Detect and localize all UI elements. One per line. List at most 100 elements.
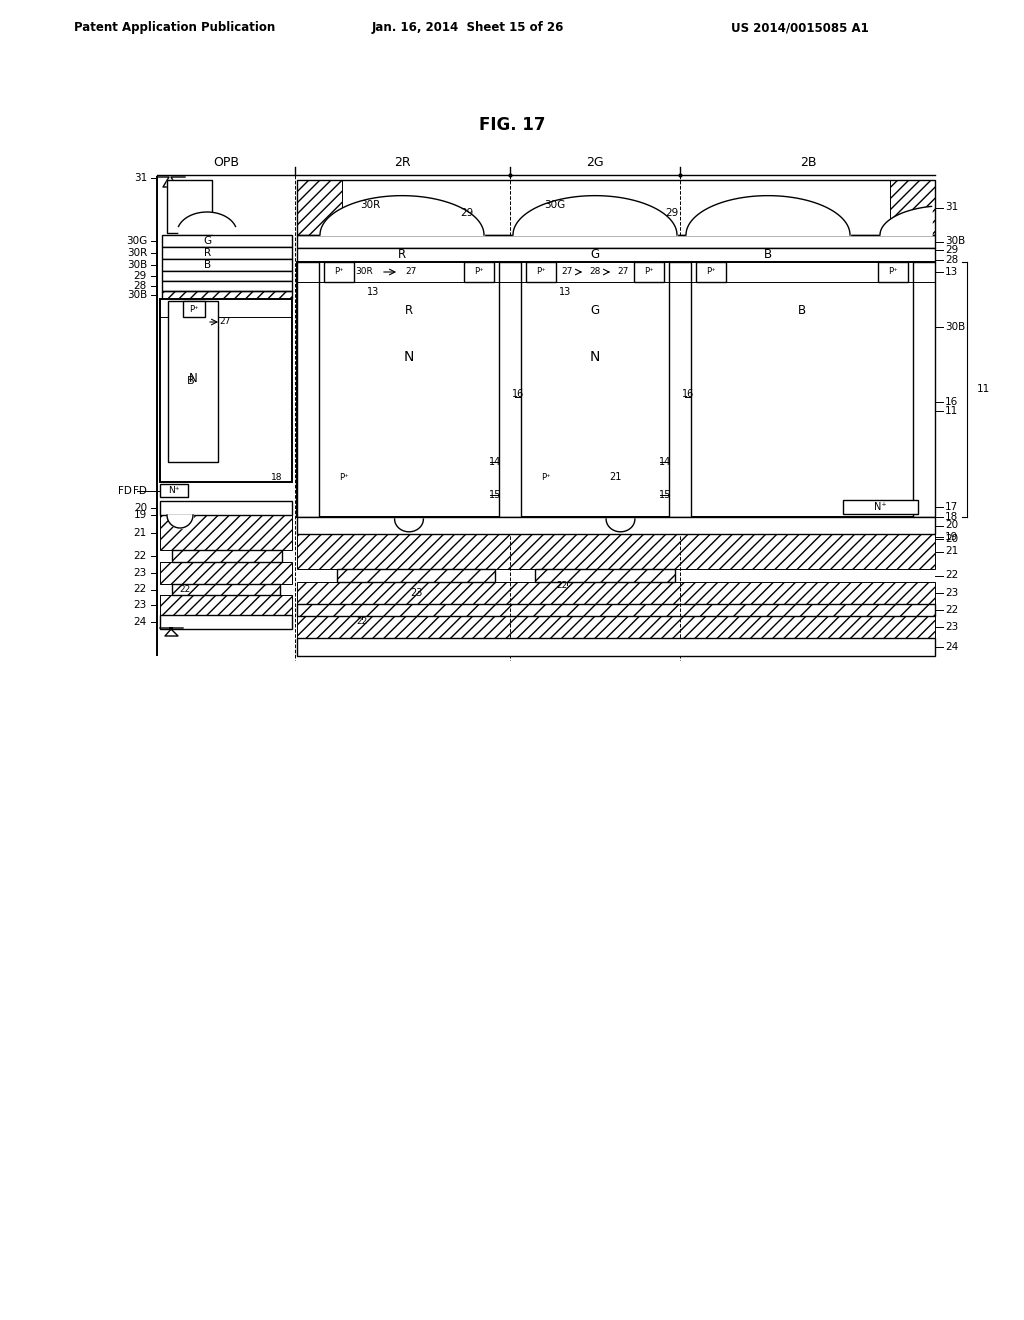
Bar [297,180,935,235]
Text: 24: 24 [134,616,147,627]
Text: P⁺: P⁺ [707,268,716,276]
Bar [297,261,319,517]
Bar [324,261,354,282]
Bar [535,569,675,582]
Text: 15: 15 [488,490,501,500]
Bar [297,180,342,235]
Text: 14: 14 [658,457,671,467]
Text: 27: 27 [219,318,230,326]
Bar [160,562,292,583]
Text: 30R: 30R [355,268,373,276]
Text: 29: 29 [945,246,958,255]
Bar [696,261,726,282]
Text: 15: 15 [658,490,671,500]
Bar [160,515,292,550]
Bar [634,261,664,282]
Text: 30R: 30R [127,248,147,257]
Text: 23: 23 [134,601,147,610]
Text: 18: 18 [271,473,283,482]
Bar [160,595,292,615]
Polygon shape [167,180,212,234]
Bar [297,235,935,248]
Text: N⁺: N⁺ [168,486,180,495]
Text: 22: 22 [945,570,958,581]
Text: 30B: 30B [945,322,966,333]
Text: 28: 28 [134,281,147,290]
Text: 14: 14 [488,457,501,467]
Text: FIG. 17: FIG. 17 [479,116,545,135]
Bar [162,247,292,259]
Text: 29: 29 [134,271,147,281]
Bar [160,300,292,482]
Bar [160,484,188,498]
Bar [297,582,935,605]
Bar [160,515,292,550]
Text: P⁺: P⁺ [474,268,483,276]
Bar [162,281,292,290]
Bar [162,271,292,281]
Text: 16: 16 [945,397,958,408]
Text: R: R [404,304,413,317]
Text: 30G: 30G [545,199,565,210]
Bar [162,290,292,300]
Text: 27: 27 [406,268,417,276]
Text: B: B [186,376,195,387]
Text: N: N [590,350,600,364]
Text: 28: 28 [945,255,958,265]
Text: 30B: 30B [945,236,966,247]
Text: 27: 27 [561,268,572,276]
Text: 11: 11 [977,384,990,395]
Bar [168,301,218,462]
Text: 2R: 2R [393,157,411,169]
Bar [526,261,556,282]
Text: 22: 22 [356,616,368,626]
Bar [297,261,319,517]
Bar [297,517,935,535]
Text: 16: 16 [682,389,694,399]
Bar [913,261,935,517]
Bar [162,259,292,271]
Text: P⁺: P⁺ [189,305,199,314]
Text: 21: 21 [609,473,622,482]
Text: 19: 19 [134,510,147,520]
Bar [183,301,205,317]
Bar [669,261,691,517]
Bar [337,569,495,582]
Text: N⁺: N⁺ [874,502,887,512]
Text: 27: 27 [617,268,629,276]
Text: 29: 29 [666,209,679,218]
Bar [297,616,935,638]
Text: G: G [591,304,600,317]
Text: B: B [798,304,806,317]
Text: 30B: 30B [127,260,147,271]
Text: 24: 24 [945,642,958,652]
Text: P⁺: P⁺ [537,268,546,276]
Bar [297,616,935,638]
Text: P⁺: P⁺ [644,268,653,276]
Text: 17: 17 [945,502,958,512]
Text: 13: 13 [559,286,571,297]
Bar [499,261,521,517]
Text: 20: 20 [945,535,958,544]
Text: 31: 31 [134,173,147,183]
Text: N: N [403,350,414,364]
Bar [160,615,292,630]
Text: 23: 23 [945,622,958,632]
Text: 11: 11 [945,407,958,416]
Text: 31: 31 [945,202,958,213]
Text: Patent Application Publication: Patent Application Publication [75,21,275,34]
Text: 22: 22 [945,605,958,615]
Text: 29: 29 [461,209,474,218]
Text: 2B: 2B [800,157,816,169]
Bar [297,582,935,605]
Bar [337,569,495,582]
Text: R: R [204,248,211,257]
Text: P⁺: P⁺ [339,473,349,482]
Text: 21: 21 [134,528,147,537]
Bar [297,517,935,535]
Text: 30B: 30B [127,290,147,300]
Bar [878,261,908,282]
Text: FD: FD [133,486,147,495]
Text: R: R [398,248,407,261]
Text: N: N [188,372,198,385]
